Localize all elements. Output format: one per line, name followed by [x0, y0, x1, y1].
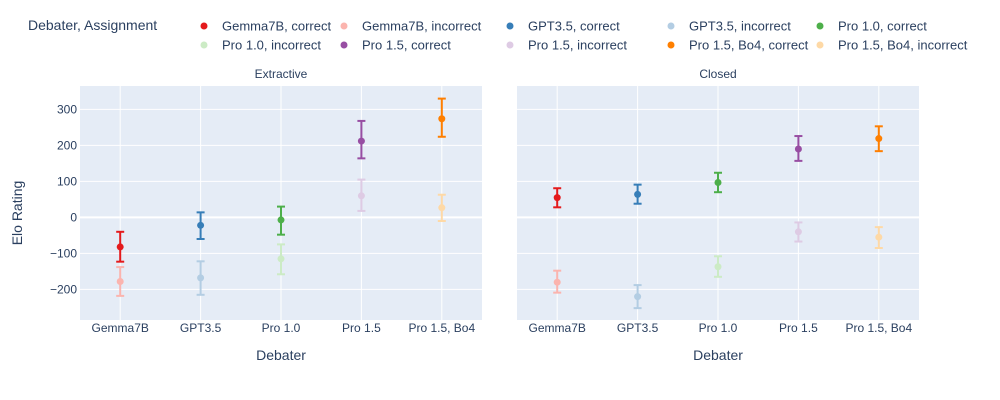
data-marker: [553, 278, 561, 286]
y-tick-label: 200: [57, 138, 77, 152]
data-marker: [277, 255, 285, 263]
point-pro-1-5-bo4-incorrect[interactable]: [874, 226, 883, 249]
legend-marker: [506, 41, 514, 49]
x-axis-title-extractive: Debater: [256, 347, 306, 363]
point-pro-1-0-correct[interactable]: [277, 205, 285, 236]
facet-panel-extractive: −200 −100 0 100 200 300 Gemma7B GPT3.5 Pro 1.0 Pr…: [50, 86, 482, 335]
point-gemma7b-correct[interactable]: [553, 187, 562, 209]
x-tick-label-pro-1-5-bo4: Pro 1.5, Bo4: [845, 321, 912, 335]
data-marker: [875, 135, 883, 143]
x-tick-label-pro-1-5: Pro 1.5: [779, 321, 818, 335]
legend-title: Debater, Assignment: [28, 17, 157, 33]
data-marker: [714, 178, 722, 186]
x-tick-label-pro-1-5: Pro 1.5: [342, 321, 381, 335]
point-pro-1-5-correct[interactable]: [357, 119, 366, 160]
legend-item-gemma7b-correct[interactable]: Gemma7B, correct: [200, 19, 332, 34]
legend-label: Pro 1.5, correct: [362, 38, 451, 53]
legend-label: Gemma7B, incorrect: [362, 19, 482, 34]
point-gpt3-5-correct[interactable]: [196, 211, 205, 240]
point-pro-1-5-bo4-incorrect[interactable]: [437, 193, 446, 222]
y-tick-label: −100: [50, 246, 77, 260]
legend-marker: [200, 41, 208, 49]
data-marker: [634, 293, 642, 301]
data-marker: [277, 216, 285, 224]
legend-item-pro-1-5-incorrect[interactable]: Pro 1.5, incorrect: [506, 38, 628, 53]
legend-marker: [667, 41, 675, 49]
point-pro-1-0-correct[interactable]: [714, 171, 722, 194]
facet-panel-closed: Gemma7B GPT3.5 Pro 1.0 Pro 1.5 Pro 1.5, Bo4: [517, 86, 919, 335]
point-gemma7b-incorrect[interactable]: [116, 266, 125, 297]
data-marker: [116, 277, 124, 285]
point-pro-1-5-incorrect[interactable]: [794, 221, 803, 243]
data-marker: [197, 274, 205, 282]
legend-label: GPT3.5, incorrect: [689, 19, 791, 34]
legend-item-pro-1-0-correct[interactable]: Pro 1.0, correct: [816, 19, 928, 34]
legend-marker: [667, 22, 675, 30]
x-tick-label-gpt3-5: GPT3.5: [617, 321, 659, 335]
data-marker: [794, 145, 802, 153]
point-pro-1-5-bo4-correct[interactable]: [874, 125, 883, 153]
legend-item-pro-1-5-correct[interactable]: Pro 1.5, correct: [340, 38, 452, 53]
x-tick-label-gpt3-5: GPT3.5: [180, 321, 222, 335]
legend-marker: [506, 22, 514, 30]
point-gpt3-5-incorrect[interactable]: [196, 260, 205, 296]
data-marker: [875, 233, 883, 241]
point-gemma7b-incorrect[interactable]: [553, 269, 562, 294]
legend-marker: [340, 41, 348, 49]
legend-marker: [816, 22, 824, 30]
data-marker: [714, 263, 722, 271]
legend-label: Pro 1.5, Bo4, incorrect: [838, 38, 968, 53]
data-marker: [634, 190, 642, 198]
x-axis-title-closed: Debater: [693, 347, 743, 363]
y-axis-title: Elo Rating: [9, 181, 25, 246]
legend-item-gpt3-5-correct[interactable]: GPT3.5, correct: [506, 19, 621, 34]
legend-item-pro-1-0-incorrect[interactable]: Pro 1.0, incorrect: [200, 38, 322, 53]
data-marker: [197, 221, 205, 229]
legend-item-gemma7b-incorrect[interactable]: Gemma7B, incorrect: [340, 19, 482, 34]
point-pro-1-5-correct[interactable]: [794, 135, 803, 162]
data-marker: [357, 192, 365, 200]
x-tick-label-pro-1-5-bo4: Pro 1.5, Bo4: [408, 321, 475, 335]
legend-item-pro-1-5-bo4-correct[interactable]: Pro 1.5, Bo4, correct: [667, 38, 809, 53]
legend-label: Gemma7B, correct: [222, 19, 331, 34]
y-tick-label: 300: [57, 102, 77, 116]
legend-item-pro-1-5-bo4-incorrect[interactable]: Pro 1.5, Bo4, incorrect: [816, 38, 968, 53]
data-marker: [438, 204, 446, 212]
legend-marker: [340, 22, 348, 30]
facet-title-extractive: Extractive: [255, 67, 308, 81]
point-pro-1-5-incorrect[interactable]: [357, 178, 366, 212]
point-gpt3-5-correct[interactable]: [633, 183, 642, 205]
legend: Gemma7B, correct Gemma7B, incorrect GPT3.5…: [200, 19, 968, 53]
legend-label: Pro 1.5, Bo4, correct: [689, 38, 809, 53]
legend-label: Pro 1.0, incorrect: [222, 38, 321, 53]
point-pro-1-0-incorrect[interactable]: [277, 243, 285, 276]
x-tick-label-gemma7b: Gemma7B: [529, 321, 586, 335]
y-tick-label: 0: [70, 210, 77, 224]
facet-title-closed: Closed: [699, 67, 736, 81]
legend-label: Pro 1.0, correct: [838, 19, 927, 34]
legend-label: Pro 1.5, incorrect: [528, 38, 627, 53]
legend-label: GPT3.5, correct: [528, 19, 620, 34]
x-tick-label-gemma7b: Gemma7B: [92, 321, 149, 335]
data-marker: [553, 194, 561, 202]
point-pro-1-5-bo4-correct[interactable]: [437, 97, 446, 138]
data-marker: [438, 115, 446, 123]
data-marker: [116, 243, 124, 251]
legend-item-gpt3-5-incorrect[interactable]: GPT3.5, incorrect: [667, 19, 792, 34]
y-tick-label: −200: [50, 282, 77, 296]
legend-marker: [816, 41, 824, 49]
point-gpt3-5-incorrect[interactable]: [633, 284, 642, 310]
x-tick-label-pro-1-0: Pro 1.0: [699, 321, 738, 335]
x-tick-label-pro-1-0: Pro 1.0: [262, 321, 301, 335]
data-marker: [794, 228, 802, 236]
point-pro-1-0-incorrect[interactable]: [714, 255, 722, 278]
data-marker: [357, 137, 365, 145]
legend-marker: [200, 22, 208, 30]
point-gemma7b-correct[interactable]: [116, 230, 125, 263]
y-tick-label: 100: [57, 174, 77, 188]
